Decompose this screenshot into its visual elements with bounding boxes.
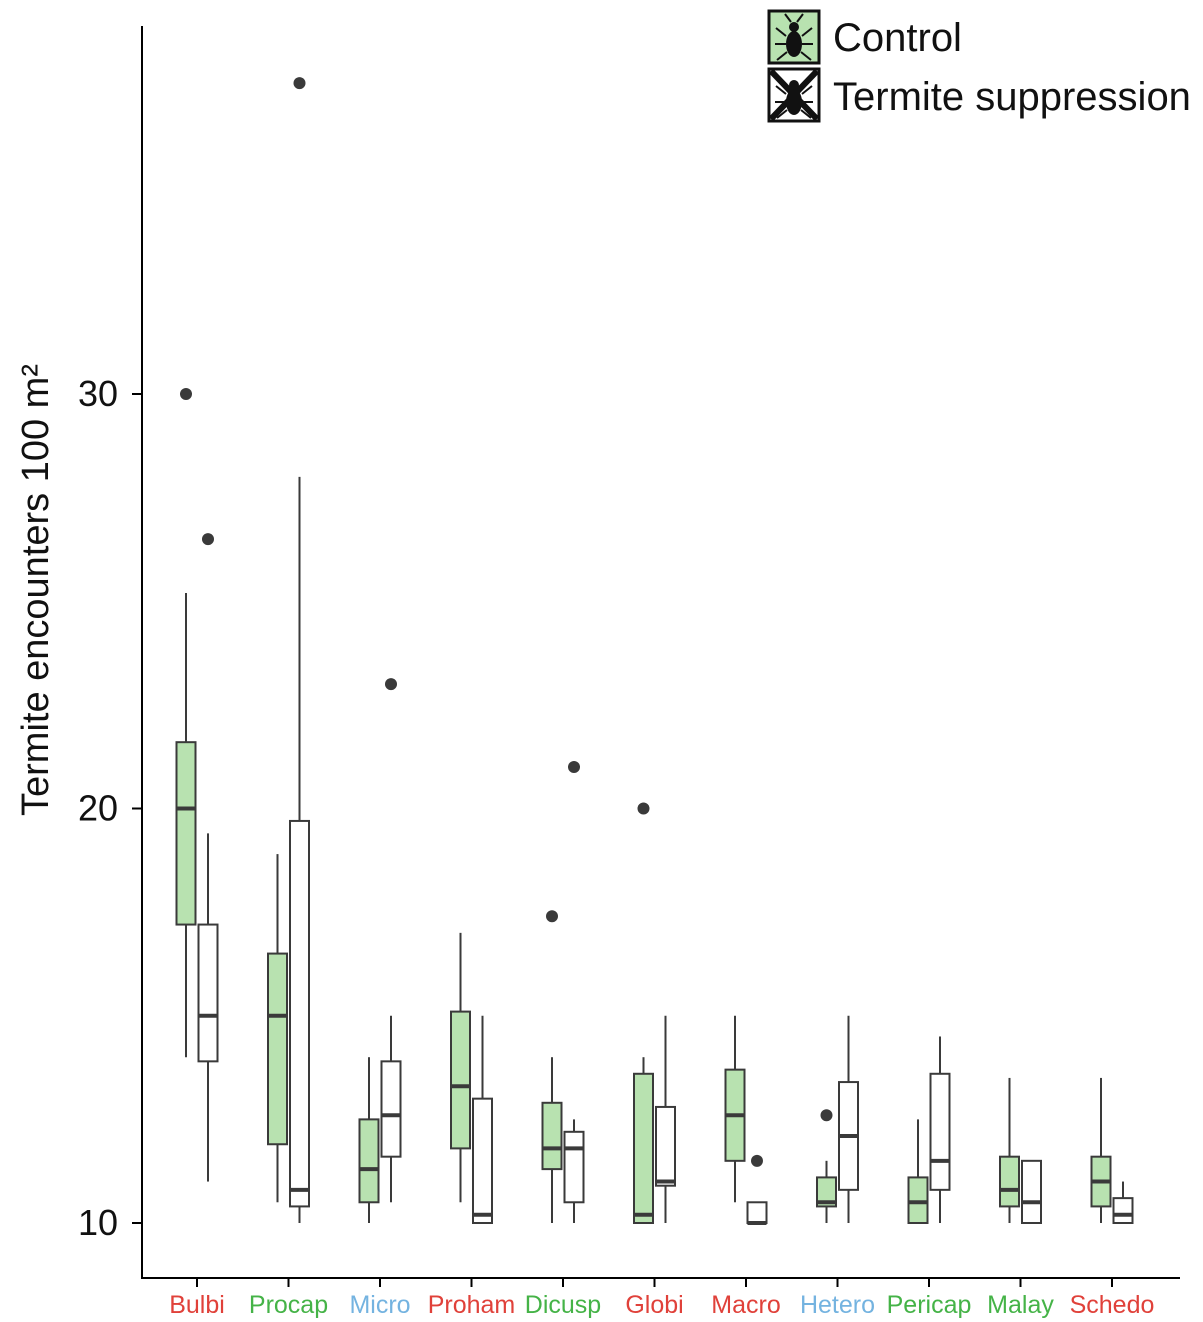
outlier-point (385, 678, 397, 691)
legend-item-suppression: Termite suppression (767, 67, 1191, 123)
outlier-point (751, 1154, 763, 1167)
box-suppression-bulbi (197, 533, 219, 1182)
x-tick-label-procap: Procap (249, 1291, 328, 1319)
box-suppression-macro (746, 1154, 768, 1225)
box-iqr (175, 741, 197, 926)
outlier-point (820, 1109, 833, 1122)
box-suppression-globi (655, 1015, 676, 1223)
box-iqr (1112, 1197, 1134, 1225)
x-tick-label-proham: Proham (428, 1291, 516, 1319)
box-suppression-schedo (1112, 1181, 1134, 1225)
box-iqr (358, 1118, 380, 1204)
y-tick-label: 10 (78, 1202, 118, 1243)
box-iqr (380, 1060, 402, 1158)
box-control-micro (358, 1057, 380, 1223)
outlier-point (637, 802, 650, 815)
box-iqr (929, 1072, 951, 1191)
x-tick-label-micro: Micro (349, 1291, 410, 1319)
y-axis-title: Termite encounters 100 m² (15, 364, 57, 816)
axes: 10 20 30 Bulbi Procap Micro Proham Dicusp Globi M… (78, 26, 1180, 1319)
x-tick-label-pericap: Pericap (887, 1291, 972, 1319)
box-control-schedo (1090, 1077, 1112, 1223)
termite-crossed-icon (768, 68, 820, 122)
box-iqr (541, 1101, 563, 1171)
legend-label-control: Control (833, 16, 962, 60)
x-tick-label-malay: Malay (987, 1291, 1054, 1319)
legend-item-control: Control (767, 9, 962, 65)
box-iqr (655, 1105, 676, 1187)
box-suppression-malay (1021, 1159, 1042, 1224)
box-iqr (907, 1176, 929, 1225)
box-control-bulbi (175, 388, 197, 1058)
box-control-malay (999, 1077, 1020, 1223)
outlier-point (202, 533, 214, 546)
box-iqr (563, 1130, 585, 1204)
box-suppression-pericap (929, 1036, 951, 1223)
outlier-point (180, 388, 192, 400)
outlier-point (546, 910, 558, 923)
box-suppression-procap (289, 77, 310, 1223)
box-iqr (450, 1010, 471, 1150)
box-suppression-micro (380, 678, 402, 1203)
box-iqr (197, 923, 219, 1063)
box-suppression-dicusp (563, 761, 585, 1223)
box-iqr (1021, 1159, 1042, 1224)
box-iqr (999, 1155, 1020, 1208)
box-iqr (267, 952, 288, 1146)
box-control-dicusp (541, 910, 563, 1223)
box-control-pericap (907, 1119, 929, 1225)
y-tick-label: 30 (78, 373, 118, 414)
box-iqr (472, 1097, 493, 1225)
x-tick-label-schedo: Schedo (1070, 1291, 1155, 1319)
box-suppression-proham (472, 1015, 493, 1225)
legend-label-suppression: Termite suppression (833, 75, 1191, 119)
x-tick-label-globi: Globi (625, 1291, 683, 1319)
x-tick-label-hetero: Hetero (800, 1291, 875, 1319)
box-control-hetero (816, 1109, 837, 1223)
box-control-globi (633, 802, 654, 1225)
box-control-macro (724, 1015, 746, 1203)
legend: Control Termite suppression (767, 9, 1191, 123)
plot-area (175, 77, 1134, 1225)
box-control-procap (267, 854, 288, 1203)
x-tick-label-bulbi: Bulbi (169, 1291, 225, 1319)
box-control-proham (450, 932, 471, 1203)
outlier-point (568, 761, 580, 774)
x-tick-label-dicusp: Dicusp (525, 1291, 601, 1319)
box-iqr (746, 1201, 768, 1225)
y-tick-label: 20 (78, 788, 118, 829)
box-iqr (289, 819, 310, 1208)
box-suppression-hetero (838, 1015, 859, 1223)
termite-icon (775, 13, 813, 61)
x-tick-label-macro: Macro (711, 1291, 780, 1319)
outlier-point (293, 77, 306, 90)
box-iqr (633, 1072, 654, 1225)
box-iqr (816, 1176, 837, 1208)
